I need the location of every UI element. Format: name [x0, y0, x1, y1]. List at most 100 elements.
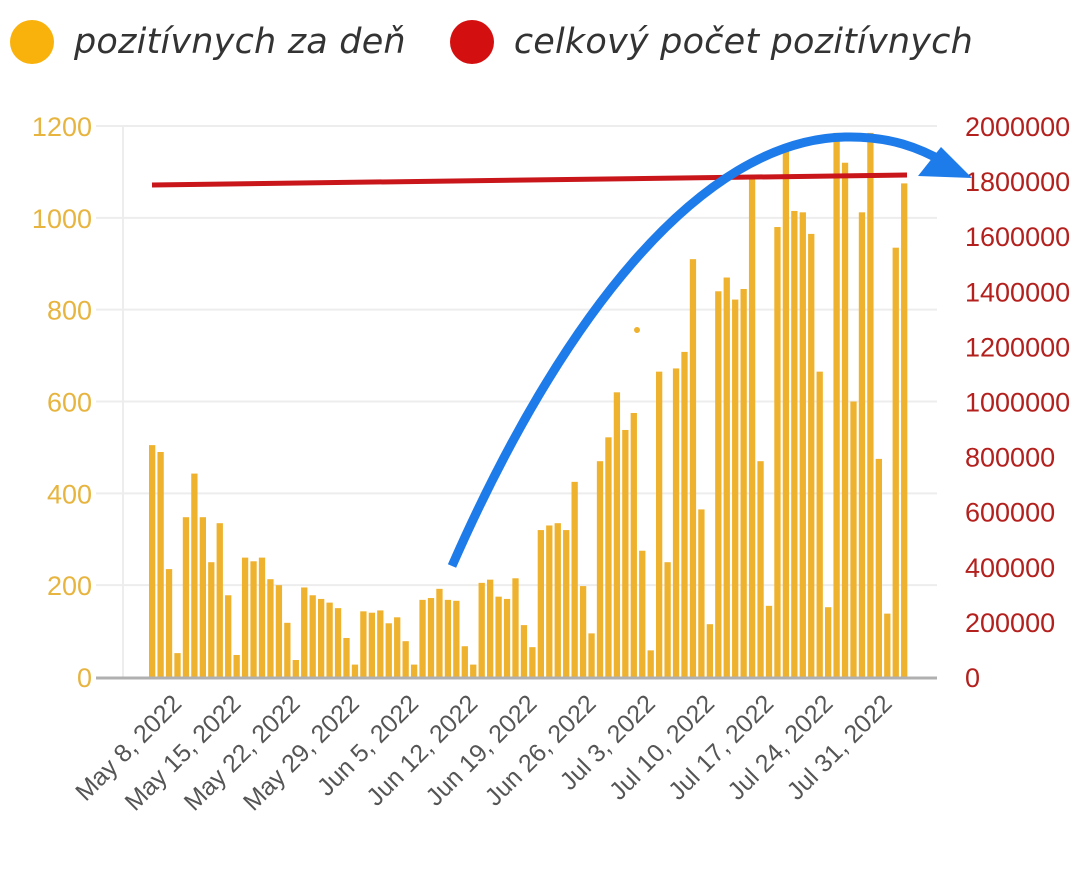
bar[interactable]: [782, 148, 790, 678]
bar[interactable]: [647, 650, 654, 677]
bar[interactable]: [715, 291, 722, 677]
bar[interactable]: [740, 289, 747, 677]
bar[interactable]: [698, 509, 705, 677]
bar[interactable]: [351, 664, 359, 677]
bar[interactable]: [419, 599, 426, 677]
bar[interactable]: [808, 233, 815, 677]
right-axis-tick: 1200000: [965, 332, 1070, 362]
bar[interactable]: [791, 210, 798, 677]
legend-item-total-positive[interactable]: celkový počet pozitívnych: [449, 20, 973, 64]
bar[interactable]: [588, 633, 595, 677]
bar[interactable]: [360, 611, 367, 677]
bar[interactable]: [571, 481, 578, 677]
bar[interactable]: [385, 623, 392, 677]
bar[interactable]: [706, 624, 713, 677]
bar[interactable]: [284, 622, 291, 677]
bar[interactable]: [512, 578, 519, 677]
right-axis-tick: 2000000: [965, 112, 1070, 142]
bar[interactable]: [892, 247, 899, 677]
bar[interactable]: [334, 608, 342, 677]
bar[interactable]: [554, 523, 561, 677]
bar[interactable]: [529, 647, 536, 677]
bar[interactable]: [258, 557, 266, 677]
bar[interactable]: [326, 602, 333, 677]
bar[interactable]: [884, 613, 891, 677]
bar[interactable]: [664, 562, 671, 677]
bar[interactable]: [622, 429, 629, 677]
bar[interactable]: [461, 646, 468, 677]
bar[interactable]: [174, 653, 181, 677]
bar[interactable]: [444, 599, 452, 677]
bar[interactable]: [613, 392, 621, 677]
bar[interactable]: [495, 596, 502, 677]
bar[interactable]: [546, 525, 553, 677]
bar[interactable]: [639, 550, 646, 677]
bar[interactable]: [579, 586, 587, 677]
bar[interactable]: [402, 641, 409, 677]
right-axis-tick: 1000000: [965, 388, 1070, 418]
bar[interactable]: [427, 598, 435, 677]
bar[interactable]: [216, 523, 223, 677]
bar[interactable]: [732, 299, 739, 677]
bar[interactable]: [292, 660, 299, 677]
bar[interactable]: [765, 605, 773, 677]
bar[interactable]: [410, 664, 418, 677]
bar[interactable]: [723, 277, 730, 677]
bar[interactable]: [875, 458, 882, 677]
bar[interactable]: [841, 162, 849, 677]
bar[interactable]: [901, 183, 908, 678]
bar[interactable]: [241, 557, 249, 677]
bar[interactable]: [689, 259, 697, 677]
bar[interactable]: [487, 579, 494, 677]
bar[interactable]: [858, 212, 866, 677]
legend-item-daily-positive[interactable]: pozitívnych za deň: [10, 20, 406, 64]
bar[interactable]: [394, 617, 401, 677]
daily-positive-bars: [149, 132, 908, 678]
bar[interactable]: [816, 371, 823, 677]
bar[interactable]: [233, 654, 240, 677]
bar[interactable]: [748, 178, 756, 677]
bar[interactable]: [867, 132, 874, 677]
bar[interactable]: [605, 437, 612, 677]
bar[interactable]: [681, 351, 688, 677]
bar[interactable]: [318, 598, 325, 677]
bar[interactable]: [757, 461, 764, 677]
bar[interactable]: [774, 227, 781, 677]
bar[interactable]: [833, 132, 840, 677]
bar[interactable]: [199, 517, 206, 677]
left-axis-tick: 600: [47, 388, 92, 418]
bar[interactable]: [825, 607, 832, 677]
bar[interactable]: [182, 517, 190, 677]
bar[interactable]: [537, 530, 544, 677]
bar[interactable]: [149, 445, 156, 677]
bar[interactable]: [157, 452, 164, 677]
bar[interactable]: [799, 212, 806, 677]
bar[interactable]: [478, 582, 485, 677]
bar[interactable]: [208, 562, 215, 677]
bar[interactable]: [672, 368, 680, 677]
right-axis-tick: 1800000: [965, 167, 1070, 197]
bar[interactable]: [520, 625, 528, 677]
bar[interactable]: [191, 473, 198, 677]
chart-legend: pozitívnych za deň celkový počet pozitív…: [10, 14, 1017, 70]
bar[interactable]: [309, 595, 316, 677]
bar[interactable]: [453, 600, 460, 677]
bar[interactable]: [630, 412, 637, 677]
bar[interactable]: [596, 461, 604, 677]
bar[interactable]: [275, 585, 283, 677]
bar[interactable]: [850, 401, 857, 678]
bar[interactable]: [250, 561, 257, 677]
bar[interactable]: [343, 637, 350, 677]
bar[interactable]: [503, 598, 511, 677]
bar[interactable]: [436, 588, 443, 677]
bar[interactable]: [368, 612, 375, 677]
bar[interactable]: [470, 664, 477, 677]
bar[interactable]: [165, 569, 173, 677]
bar[interactable]: [656, 371, 663, 677]
bar[interactable]: [377, 610, 384, 677]
bar[interactable]: [267, 579, 274, 677]
bar[interactable]: [563, 530, 570, 677]
bar[interactable]: [301, 587, 308, 677]
bar[interactable]: [225, 595, 232, 677]
